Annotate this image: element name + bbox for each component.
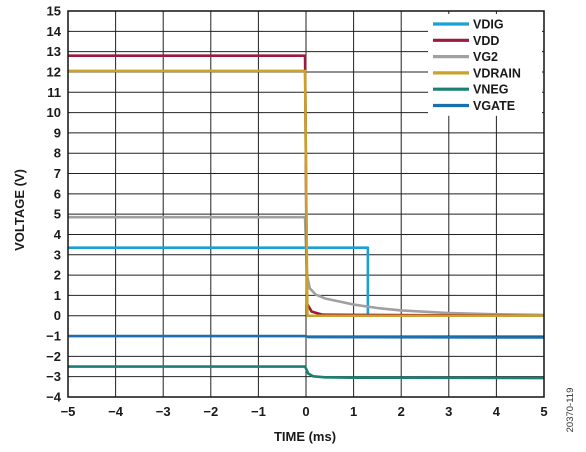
x-tick-labels: −5 −4 −3 −2 −1 0 1 2 3 4 5 [61, 404, 548, 419]
legend: VDIG VDD VG2 VDRAIN VNEG VGATE [428, 14, 542, 116]
y-tick-label: 4 [54, 227, 62, 242]
plot-border [67, 10, 545, 398]
y-tick-label: 8 [54, 146, 61, 161]
legend-label-vg2: VG2 [473, 50, 498, 64]
series-layer [68, 54, 545, 380]
x-tick-label: −3 [156, 404, 171, 419]
legend-background [428, 14, 542, 116]
y-tick-label: 2 [54, 268, 61, 283]
legend-label-vdd: VDD [473, 34, 499, 48]
y-tick-label: −3 [46, 369, 61, 384]
y-tick-label: −2 [46, 349, 61, 364]
series-line-vneg [68, 365, 545, 380]
x-tick-label: −5 [61, 404, 76, 419]
legend-label-vneg: VNEG [473, 83, 508, 97]
legend-label-vgate: VGATE [473, 99, 515, 113]
y-tick-label: 12 [47, 64, 61, 79]
legend-label-vdig: VDIG [473, 18, 504, 32]
y-tick-label: −1 [46, 329, 61, 344]
y-axis-title: VOLTAGE (V) [12, 169, 27, 251]
x-axis-title: TIME (ms) [274, 429, 336, 444]
series-line-vgate [68, 334, 545, 339]
x-tick-label: −1 [251, 404, 266, 419]
y-tick-label: 10 [47, 105, 61, 120]
x-tick-label: 3 [445, 404, 452, 419]
x-tick-label: 2 [398, 404, 405, 419]
y-tick-label: 3 [54, 247, 61, 262]
y-tick-label: 5 [54, 207, 61, 222]
x-tick-label: 0 [302, 404, 309, 419]
figure-id: 20370-119 [565, 388, 576, 433]
series-line-vdrain [68, 69, 544, 318]
plot-frame [67, 10, 545, 398]
y-tick-label: 11 [47, 85, 61, 100]
legend-label-vdrain: VDRAIN [473, 66, 521, 80]
y-tick-label: −4 [46, 390, 62, 405]
y-tick-label: 6 [54, 186, 61, 201]
y-tick-label: 7 [54, 166, 61, 181]
x-tick-label: −2 [203, 404, 218, 419]
y-tick-label: 1 [54, 288, 61, 303]
y-tick-label: 15 [47, 4, 61, 19]
x-tick-label: 1 [350, 404, 357, 419]
y-tick-label: 0 [54, 308, 61, 323]
x-tick-label: −4 [108, 404, 124, 419]
x-tick-label: 4 [493, 404, 501, 419]
y-tick-label: 14 [47, 24, 62, 39]
x-tick-label: 5 [540, 404, 547, 419]
y-tick-label: 13 [47, 44, 61, 59]
y-tick-label: 9 [54, 125, 61, 140]
